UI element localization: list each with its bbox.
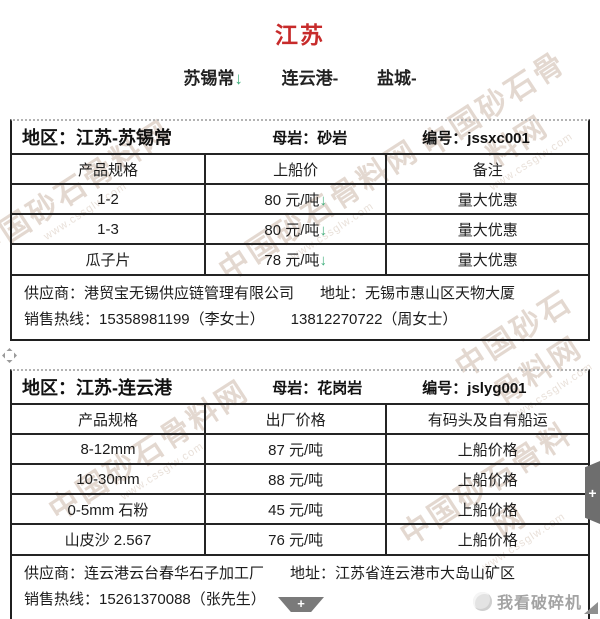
table-header: 地区：江苏-连云港 母岩：花岗岩 编号：jslyg001 [12,371,588,403]
city-lianyungang: 连云港- [281,69,339,88]
brand-logo-icon [472,591,492,611]
note-cell: 量大优惠 [385,183,588,215]
expand-bottom-tab[interactable]: + [278,597,324,612]
table-row: 1-2 80 元/吨↓ 量大优惠 [12,183,588,215]
brand-watermark: 我看破碎机 [472,589,582,613]
down-arrow-icon: ↓ [319,221,327,239]
code-label: 编号：jssxc001 [422,129,530,147]
spec-cell: 10-30mm [12,463,206,495]
col-spec: 产品规格 [12,153,206,184]
spec-cell: 山皮沙 2.567 [12,523,206,554]
price-table-suxichang: 地区：江苏-苏锡常 母岩：砂岩 编号：jssxc001 产品规格 上船价 备注 … [10,119,590,341]
col-note: 备注 [385,153,588,184]
price-cell: 88 元/吨 [203,463,388,495]
spec-cell: 1-2 [12,183,206,215]
brand-name: 我看破碎机 [496,595,582,612]
col-price: 上船价 [203,153,388,184]
price-cell: 80 元/吨↓ [203,183,388,215]
city-yancheng: 盐城- [376,69,417,88]
col-price: 出厂价格 [203,403,388,434]
supplier-info: 供应商：连云港云台春华石子加工厂 地址：江苏省连云港市大岛山矿区 销售热线：152… [12,554,588,619]
code-label: 编号：jslyg001 [422,379,527,397]
col-note: 有码头及自有船运 [385,403,588,434]
price-grid: 产品规格 出厂价格 有码头及自有船运 8-12mm 87 元/吨 上船价格 10-30… [12,403,588,554]
spec-cell: 0-5mm 石粉 [12,493,206,525]
table-header: 地区：江苏-苏锡常 母岩：砂岩 编号：jssxc001 [12,121,588,153]
price-cell: 78 元/吨↓ [203,243,388,274]
table-row: 10-30mm 88 元/吨 上船价格 [12,463,588,495]
spec-cell: 8-12mm [12,433,206,465]
price-cell: 76 元/吨 [203,523,388,554]
price-cell: 80 元/吨↓ [203,213,388,245]
table-move-handle-icon[interactable] [2,348,17,368]
note-cell: 上船价格 [385,523,588,554]
spec-cell: 1-3 [12,213,206,245]
note-cell: 量大优惠 [385,243,588,274]
note-cell: 量大优惠 [385,213,588,245]
table-row: 1-3 80 元/吨↓ 量大优惠 [12,213,588,245]
note-cell: 上船价格 [385,433,588,465]
hotline-line: 销售热线：15358981199（李女士） 13812270722（周女士） [24,311,458,328]
column-header-row: 产品规格 上船价 备注 [12,153,588,184]
down-arrow-icon: ↓ [234,69,243,88]
rock-label: 母岩：花岗岩 [272,379,363,397]
table-row: 山皮沙 2.567 76 元/吨 上船价格 [12,523,588,554]
table-row: 8-12mm 87 元/吨 上船价格 [12,433,588,465]
price-grid: 产品规格 上船价 备注 1-2 80 元/吨↓ 量大优惠 1-3 80 元/吨↓ 量大优惠… [12,153,588,274]
price-cell: 45 元/吨 [203,493,388,525]
note-cell: 上船价格 [385,463,588,495]
supplier-line: 供应商：连云港云台春华石子加工厂 地址：江苏省连云港市大岛山矿区 [24,565,516,582]
down-arrow-icon: ↓ [319,252,327,269]
spec-cell: 瓜子片 [12,243,206,274]
region-label: 地区：江苏-苏锡常 [22,128,172,148]
price-cell: 87 元/吨 [203,433,388,465]
city-suxichang: 苏锡常↓ [183,69,243,88]
hotline-line: 销售热线：15261370088（张先生） [24,591,266,608]
rock-label: 母岩：砂岩 [272,129,348,147]
city-trend-line: 苏锡常↓ 连云港- 盐城- [0,64,600,89]
supplier-info: 供应商：港贸宝无锡供应链管理有限公司 地址：无锡市惠山区天物大厦 销售热线：153… [12,274,588,339]
region-label: 地区：江苏-连云港 [22,378,172,398]
supplier-line: 供应商：港贸宝无锡供应链管理有限公司 地址：无锡市惠山区天物大厦 [24,285,516,302]
column-header-row: 产品规格 出厂价格 有码头及自有船运 [12,403,588,434]
table-row: 0-5mm 石粉 45 元/吨 上船价格 [12,493,588,525]
expand-side-tab[interactable]: + [585,461,600,524]
note-cell: 上船价格 [385,493,588,525]
corner-triangle-icon [584,602,598,614]
price-table-lianyungang: 地区：江苏-连云港 母岩：花岗岩 编号：jslyg001 产品规格 出厂价格 有… [10,369,590,619]
page-title: 江苏 [275,22,325,48]
table-row: 瓜子片 78 元/吨↓ 量大优惠 [12,243,588,274]
down-arrow-icon: ↓ [319,191,327,209]
col-spec: 产品规格 [12,403,206,434]
